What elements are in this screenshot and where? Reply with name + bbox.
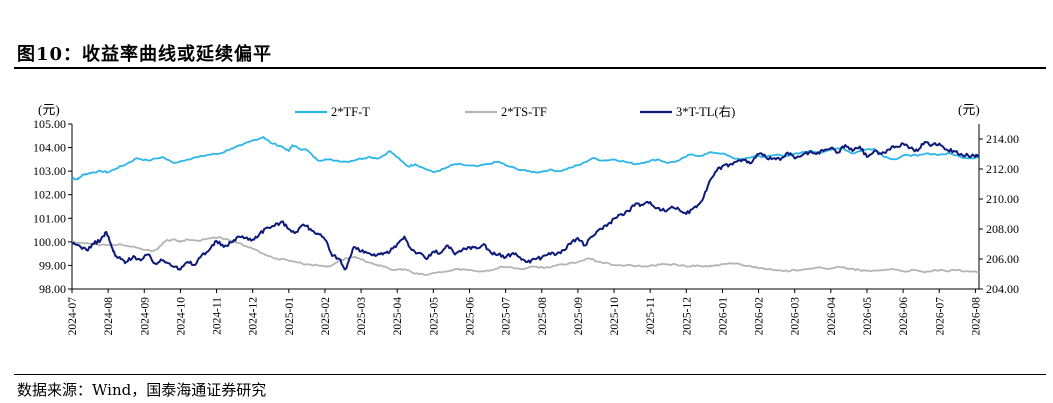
left-tick-label: 98.00 [39,282,66,296]
left-tick-label: 102.00 [33,188,66,202]
x-tick-label: 2026-02 [754,297,766,336]
series-line-1 [71,136,980,181]
x-tick-label: 2025-09 [573,297,585,336]
x-tick-label: 2025-03 [356,297,368,336]
x-tick-label: 2025-08 [537,297,549,336]
x-tick-label: 2025-11 [645,297,657,335]
x-tick-label: 2025-10 [609,297,621,336]
x-tick-label: 2025-05 [428,297,440,336]
legend-label-1: 2*TF-T [331,105,370,119]
x-tick-label: 2026-08 [970,297,982,336]
x-tick-label: 2025-12 [681,297,693,336]
right-tick-label: 206.00 [986,252,1019,266]
left-tick-label: 99.00 [39,258,66,272]
x-tick-label: 2024-09 [139,297,151,336]
source-note: 数据来源：Wind，国泰海通证券研究 [17,381,267,399]
x-tick-label: 2026-07 [934,297,946,336]
legend-label-2: 2*TS-TF [501,105,547,119]
x-tick-label: 2026-05 [862,297,874,336]
left-unit-label: (元) [38,102,60,117]
x-tick-label: 2025-01 [284,297,296,336]
series-layer [71,136,980,276]
legend-label-3: 3*T-TL(右) [676,104,735,119]
line-chart: 98.00 99.00 100.00 101.00 102.00 103.00 104.00… [33,102,1019,335]
x-tick-label: 2025-04 [392,297,404,336]
x-tick-label: 2025-07 [501,297,513,336]
right-tick-label: 212.00 [986,162,1019,176]
right-tick-label: 214.00 [986,132,1019,146]
source-rule [14,374,1046,375]
left-tick-label: 101.00 [33,211,66,225]
x-tick-label: 2024-08 [103,297,115,336]
x-tick-label: 2026-01 [717,297,729,336]
series-line-3 [71,141,980,271]
right-tick-label: 208.00 [986,222,1019,236]
x-tick-label: 2026-03 [790,297,802,336]
right-unit-label: (元) [958,102,980,117]
title-rule [14,67,1046,69]
chart-title: 图10：收益率曲线或延续偏平 [17,44,273,65]
x-tick-label: 2024-11 [212,297,224,335]
x-tick-label: 2024-12 [248,297,260,336]
x-tick-label: 2026-06 [898,297,910,336]
left-tick-label: 100.00 [33,235,66,249]
x-tick-label: 2024-07 [67,297,79,336]
left-tick-label: 104.00 [33,141,66,155]
left-tick-label: 105.00 [33,117,66,131]
series-line-2 [71,236,980,276]
left-tick-label: 103.00 [33,164,66,178]
axes-layer: 98.00 99.00 100.00 101.00 102.00 103.00 104.00… [33,117,1019,335]
legend: 2*TF-T 2*TS-TF 3*T-TL(右) [295,104,735,119]
right-tick-label: 210.00 [986,192,1019,206]
right-tick-label: 204.00 [986,282,1019,296]
x-tick-label: 2024-10 [175,297,187,336]
x-tick-label: 2025-06 [464,297,476,336]
x-tick-label: 2026-04 [826,297,838,336]
x-tick-label: 2025-02 [320,297,332,336]
